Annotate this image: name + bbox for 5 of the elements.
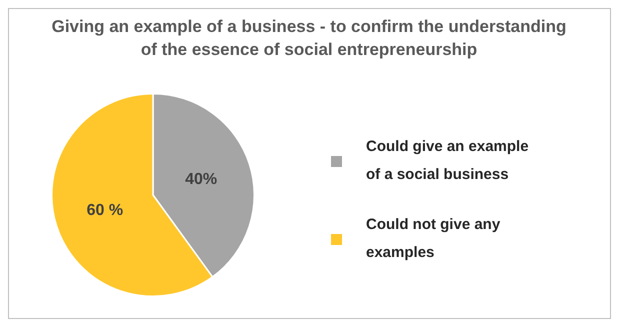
legend-label: Could not give any examples <box>366 215 502 263</box>
legend-label: Could give an example of a social business <box>366 137 530 185</box>
data-label: 60 % <box>86 202 124 220</box>
data-label: 40% <box>185 170 218 188</box>
chart-title: Giving an example of a business - to confirm the understanding of the essence of social entrepreneurship <box>50 16 568 61</box>
